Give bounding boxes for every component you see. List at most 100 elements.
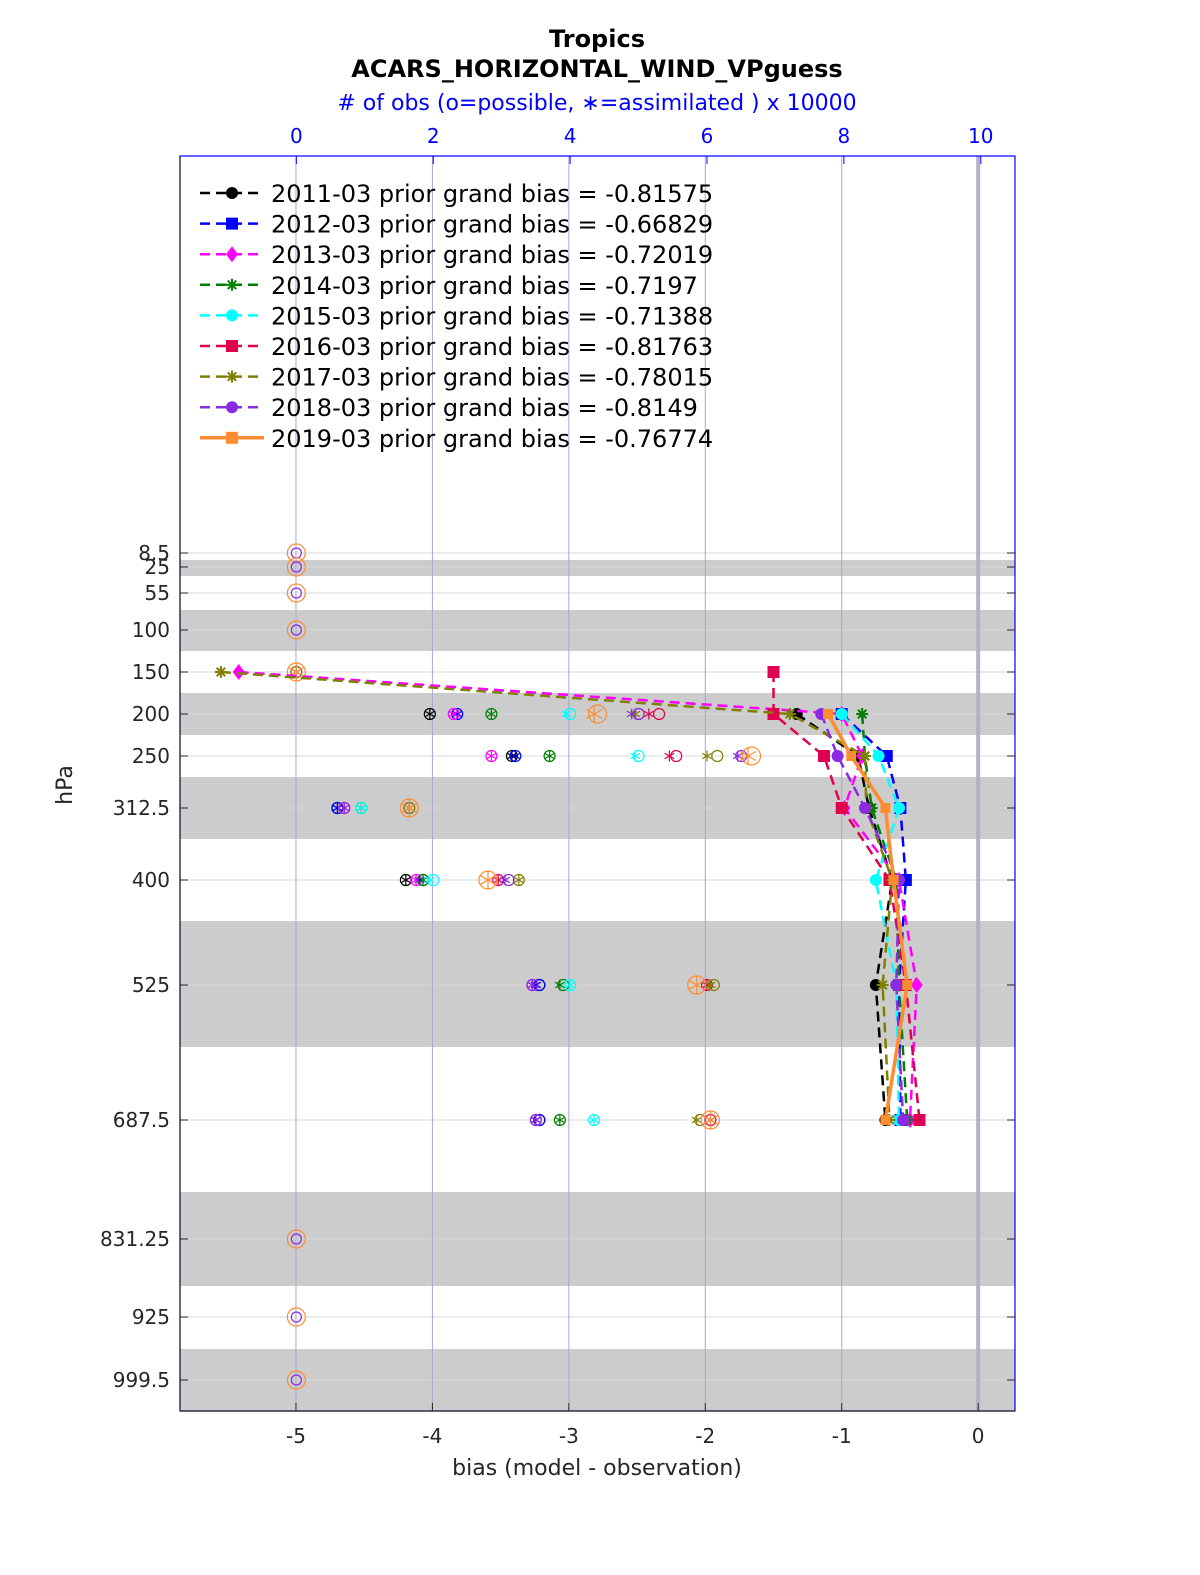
series-point [214,666,227,678]
series-line [826,713,909,1121]
assimilated-obs-marker [400,874,411,886]
asterisk-stroke [630,752,641,760]
series-line [820,713,905,1121]
y-tick-label: 25 [145,555,170,579]
chart-subtitle: ACARS_HORIZONTAL_WIND_VPguess [351,55,842,83]
asterisk-stroke [527,981,538,989]
series-line [860,713,909,1121]
legend-entry-label: 2019-03 prior grand bias = -0.76774 [271,425,713,453]
x-tick-label: -5 [286,1424,306,1448]
series-point [767,708,780,720]
possible-obs-marker [707,978,720,992]
asterisk-stroke [554,1116,565,1124]
assimilated-obs-marker [630,750,641,762]
series-point [880,1115,891,1125]
star-stroke [857,709,868,719]
series-point [880,803,891,813]
assimilated-obs-marker [664,750,675,762]
top-axis-ticks: 0 2 4 6 8 10 [290,124,994,164]
top-tick-label: 10 [968,124,993,148]
assimilated-obs-marker [702,1111,719,1129]
y-tick-label: 200 [132,702,170,726]
x-tick-label: -3 [559,1424,579,1448]
possible-obs-marker [694,1113,707,1127]
asterisk-stroke [356,804,367,812]
asterisk-stroke [339,804,350,812]
assimilated-obs-marker [479,871,497,889]
legend-marker [226,246,238,263]
possible-obs-marker [427,873,440,887]
zero-obs-marker [286,620,306,640]
star-stroke [877,980,888,990]
assimilated-obs-marker [339,802,350,814]
y-tick-label: 525 [132,973,170,997]
legend-marker [226,370,238,383]
zero-obs-marker-inner [290,624,302,636]
asterisk-stroke [589,1116,600,1124]
y-tick-label: 55 [145,581,170,605]
assimilated-obs-marker [513,874,524,886]
y-tick-label: 831.25 [100,1227,170,1251]
assimilated-obs-marker [701,750,713,762]
asterisk-stroke [643,710,654,718]
assimilated-obs-marker [626,708,637,720]
x-tick-label: -4 [422,1424,442,1448]
assimilated-obs-marker [500,874,511,886]
y-axis-label: hPa [53,765,78,805]
asterisk-stroke [688,979,705,991]
legend: 2011-03 prior grand bias = -0.81575 2012-… [200,180,713,453]
series-point [767,666,780,678]
legend-entry-label: 2012-03 prior grand bias = -0.66829 [271,211,713,239]
series-point [835,802,848,814]
assimilated-obs-marker [688,976,705,994]
legend-entry-label: 2014-03 prior grand bias = -0.7197 [271,272,698,300]
possible-obs-marker [533,1113,546,1127]
asterisk-stroke [554,981,565,989]
top-tick-label: 4 [564,124,577,148]
star-stroke [859,751,870,761]
zero-obs-marker-inner [290,1374,302,1386]
asterisk-stroke [701,752,713,760]
series-point [888,875,899,885]
series-line [840,713,908,1121]
y-tick-label: 150 [132,660,170,684]
asterisk-stroke [544,752,555,760]
asterisk-stroke [510,752,521,760]
possible-obs-marker [711,749,724,763]
top-tick-label: 0 [290,124,303,148]
assimilated-obs-marker [486,708,497,720]
legend-marker [226,431,238,444]
asterisk-stroke [486,752,497,760]
asterisk-stroke [288,666,305,678]
assimilated-obs-marker [589,1114,600,1126]
assimilated-obs-marker [527,979,538,991]
asterisk-stroke [565,981,576,989]
possible-obs-marker [564,707,577,721]
series-line [238,670,919,1121]
top-axis-label: # of obs (o=possible, ∗=assimilated ) x … [337,91,856,116]
zero-obs-marker [286,1229,306,1249]
assimilated-obs-marker [401,799,418,817]
level-band [180,560,1015,576]
series-point [858,750,871,762]
series-point [897,1114,910,1126]
assimilated-obs-marker [554,1114,565,1126]
series-point [232,664,245,680]
chart-title: Tropics [549,25,645,53]
series-lines [214,664,926,1128]
zero-obs-marker-inner [290,587,302,599]
top-tick-label: 6 [701,124,714,148]
top-tick-label: 8 [838,124,851,148]
series-point [890,979,903,991]
series-point [902,980,913,990]
zero-obs-marker-inner [290,1233,302,1245]
asterisk-stroke [530,1116,541,1124]
legend-marker [226,340,238,352]
x-tick-label: 0 [972,1424,985,1448]
assimilated-obs-marker [705,979,716,991]
assimilated-obs-marker [448,708,459,720]
series-point [823,709,834,719]
star-stroke [784,709,795,719]
legend-marker [226,187,238,199]
